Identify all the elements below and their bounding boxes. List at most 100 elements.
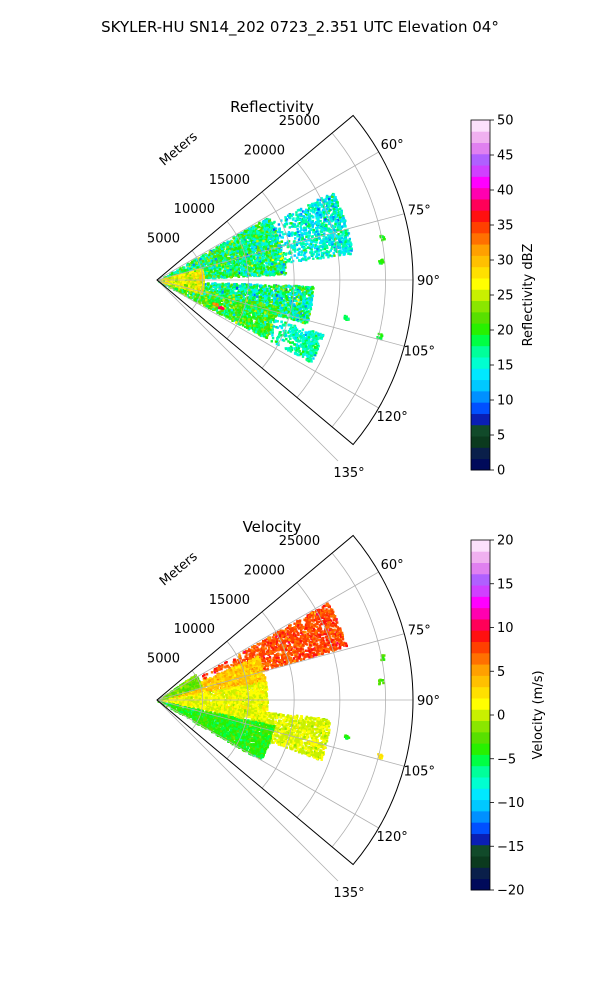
echo-cell bbox=[331, 228, 334, 232]
echo-cell bbox=[227, 247, 230, 250]
echo-cell bbox=[242, 267, 246, 271]
echo-cell bbox=[232, 261, 236, 264]
echo-cell bbox=[245, 240, 248, 243]
echo-cell bbox=[283, 264, 286, 267]
echo-cell bbox=[240, 253, 243, 256]
echo-cell bbox=[279, 265, 282, 269]
echo-cell bbox=[340, 237, 344, 240]
echo-cell bbox=[255, 235, 258, 238]
echo-cell bbox=[317, 204, 320, 207]
echo-cell bbox=[300, 228, 303, 231]
echo-cell bbox=[299, 212, 303, 216]
echo-cell bbox=[237, 267, 240, 270]
echo-cell bbox=[323, 232, 326, 235]
echo-cell bbox=[252, 296, 255, 299]
echo-cell bbox=[307, 226, 311, 229]
echo-cell bbox=[262, 268, 266, 272]
echo-cell bbox=[348, 252, 352, 256]
echo-cell bbox=[272, 221, 275, 225]
echo-cell bbox=[310, 245, 314, 249]
echo-cell bbox=[237, 255, 240, 258]
echo-cell bbox=[244, 268, 247, 272]
echo-cell bbox=[332, 244, 336, 248]
echo-cell bbox=[340, 240, 343, 244]
echo-cell bbox=[237, 238, 240, 241]
echo-cell bbox=[338, 225, 341, 228]
echo-cell bbox=[315, 230, 318, 234]
echo-cell bbox=[199, 265, 202, 268]
echo-cell bbox=[312, 228, 316, 232]
echo-cell bbox=[323, 226, 326, 230]
echo-cell bbox=[306, 225, 309, 228]
echo-cell bbox=[281, 258, 284, 261]
echo-cell bbox=[213, 261, 216, 264]
echo-cell bbox=[247, 236, 250, 239]
echo-cell bbox=[253, 245, 256, 249]
echo-cell bbox=[231, 260, 234, 263]
echo-cell bbox=[205, 253, 208, 257]
echo-cell bbox=[312, 257, 315, 260]
echo-cell bbox=[284, 272, 288, 275]
echo-cell bbox=[304, 243, 307, 246]
echo-cell bbox=[301, 232, 304, 236]
echo-cell bbox=[234, 269, 237, 272]
echo-cell bbox=[303, 210, 306, 213]
echo-cell bbox=[258, 265, 261, 268]
echo-cell bbox=[283, 243, 287, 246]
echo-cell bbox=[287, 284, 291, 287]
echo-cell bbox=[332, 236, 335, 240]
echo-cell bbox=[316, 201, 319, 204]
echo-cell bbox=[296, 216, 299, 219]
echo-cell bbox=[271, 258, 274, 262]
echo-cell bbox=[280, 271, 283, 274]
echo-cell bbox=[294, 245, 297, 248]
echo-cell bbox=[281, 256, 284, 260]
echo-cell bbox=[218, 288, 221, 292]
echo-cell bbox=[328, 243, 331, 246]
echo-cell bbox=[296, 248, 299, 251]
echo-cell bbox=[348, 239, 351, 242]
echo-cell bbox=[207, 258, 210, 261]
echo-cell bbox=[208, 256, 211, 259]
echo-cell bbox=[270, 256, 274, 259]
echo-cell bbox=[213, 251, 217, 254]
echo-cell bbox=[263, 236, 266, 239]
echo-cell bbox=[266, 248, 269, 251]
echo-cell bbox=[250, 245, 253, 248]
echo-cell bbox=[338, 222, 341, 225]
echo-cell bbox=[322, 211, 326, 214]
echo-cell bbox=[226, 245, 229, 249]
echo-cell bbox=[317, 230, 320, 233]
echo-cell bbox=[306, 242, 309, 245]
echo-cell bbox=[270, 273, 273, 276]
echo-cell bbox=[244, 241, 247, 244]
echo-cell bbox=[308, 220, 312, 223]
echo-cell bbox=[256, 284, 259, 288]
echo-cell bbox=[257, 244, 260, 247]
echo-cell bbox=[336, 241, 339, 244]
echo-cell bbox=[252, 225, 255, 229]
echo-cell bbox=[311, 254, 314, 257]
echo-cell bbox=[316, 226, 319, 229]
echo-cell bbox=[238, 237, 242, 241]
echo-cell bbox=[280, 219, 283, 222]
echo-cell bbox=[338, 236, 341, 239]
echo-cell bbox=[233, 244, 236, 247]
echo-cell bbox=[280, 249, 283, 252]
echo-cell bbox=[230, 270, 234, 273]
echo-cell bbox=[240, 262, 244, 266]
echo-cell bbox=[243, 244, 246, 247]
echo-cell bbox=[282, 285, 285, 288]
echo-cell bbox=[270, 248, 274, 252]
echo-cell bbox=[307, 207, 311, 210]
echo-cell bbox=[185, 268, 188, 271]
echo-cell bbox=[342, 249, 345, 252]
echo-cell bbox=[315, 235, 318, 238]
echo-cell bbox=[317, 217, 320, 220]
echo-cell bbox=[220, 262, 223, 265]
echo-cell bbox=[274, 244, 278, 248]
echo-cell bbox=[237, 234, 240, 237]
echo-cell bbox=[235, 250, 238, 253]
echo-cell bbox=[286, 214, 290, 217]
echo-cell bbox=[187, 269, 190, 272]
